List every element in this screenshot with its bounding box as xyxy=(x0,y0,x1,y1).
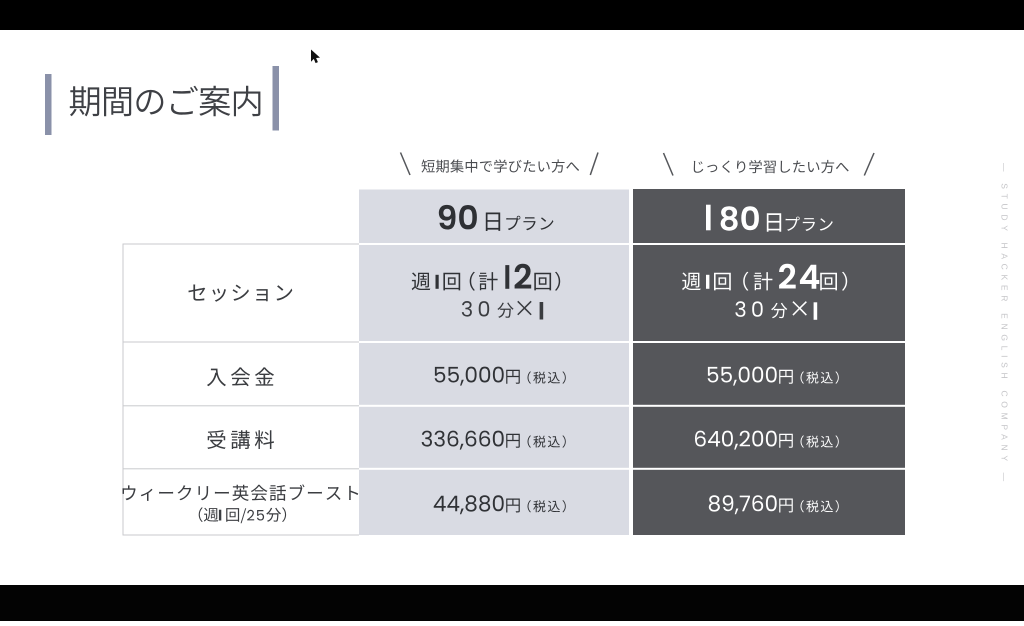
svg-text:— STUDY HACKER ENGLISH COMPANY: — STUDY HACKER ENGLISH COMPANY — xyxy=(1000,163,1010,486)
